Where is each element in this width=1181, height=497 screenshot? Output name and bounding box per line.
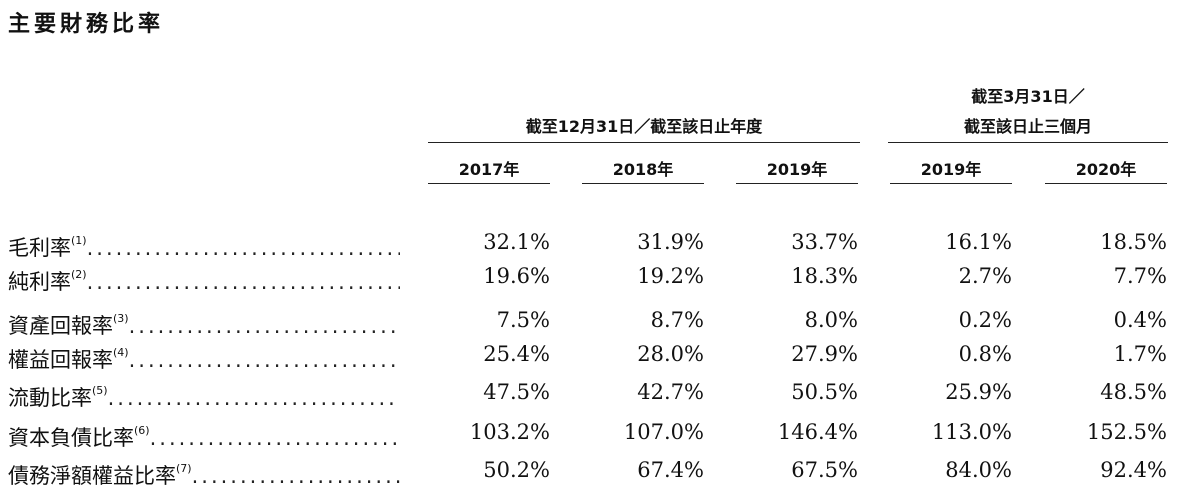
page-title: 主要財務比率 [8, 12, 165, 37]
value-cell-col1: 25.4% [483, 342, 550, 366]
row-label: 資產回報率(3)................................… [8, 310, 400, 340]
year-header-4: 2019年 [920, 160, 982, 179]
value-cell-col3: 146.4% [777, 420, 858, 444]
year-rule-4 [890, 183, 1012, 184]
year-header-5: 2020年 [1075, 160, 1137, 179]
group-header-annual: 截至12月31日／截至該日止年度 [525, 117, 763, 136]
row-label-text: 權益回報率 [8, 348, 113, 372]
year-rule-2 [582, 183, 704, 184]
table-row: 債務淨額權益比率(7).............................… [0, 458, 1181, 490]
value-cell-col4: 25.9% [945, 380, 1012, 404]
value-cell-col2: 19.2% [637, 264, 704, 288]
footnote-marker: (2) [71, 268, 87, 281]
row-label: 純利率(2)..................................… [8, 266, 400, 296]
leader-dots: ........................................… [86, 270, 400, 294]
row-label-text: 資本負債比率 [8, 426, 134, 450]
leader-dots: ........................................… [191, 464, 400, 488]
row-label-text: 流動比率 [8, 386, 92, 410]
value-cell-col2: 42.7% [637, 380, 704, 404]
leader-dots: ........................................… [128, 314, 400, 338]
value-cell-col3: 18.3% [791, 264, 858, 288]
row-label: 毛利率(1)..................................… [8, 232, 400, 262]
value-cell-col2: 8.7% [650, 308, 704, 332]
row-label: 權益回報率(4)................................… [8, 344, 400, 374]
group-rule-annual [428, 142, 860, 143]
year-header-2: 2018年 [612, 160, 674, 179]
value-cell-col2: 107.0% [623, 420, 704, 444]
table-row: 毛利率(1)..................................… [0, 230, 1181, 262]
group-rule-interim [888, 142, 1168, 143]
value-cell-col5: 92.4% [1100, 458, 1167, 482]
footnote-marker: (3) [113, 312, 129, 325]
table-row: 資產回報率(3)................................… [0, 308, 1181, 340]
year-rule-3 [736, 183, 858, 184]
footnote-marker: (4) [113, 346, 129, 359]
value-cell-col5: 48.5% [1100, 380, 1167, 404]
year-header-3: 2019年 [766, 160, 828, 179]
value-cell-col1: 7.5% [496, 308, 550, 332]
group-header-interim-line2: 截至該日止三個月 [963, 117, 1092, 136]
value-cell-col1: 50.2% [483, 458, 550, 482]
leader-dots: ........................................… [128, 348, 400, 372]
row-label: 流動比率(5).................................… [8, 382, 400, 412]
value-cell-col3: 27.9% [791, 342, 858, 366]
year-rule-1 [428, 183, 550, 184]
value-cell-col3: 67.5% [791, 458, 858, 482]
value-cell-col2: 28.0% [637, 342, 704, 366]
year-header-1: 2017年 [458, 160, 520, 179]
value-cell-col3: 33.7% [791, 230, 858, 254]
value-cell-col5: 1.7% [1113, 342, 1167, 366]
row-label-text: 純利率 [8, 270, 71, 294]
table-row: 流動比率(5).................................… [0, 380, 1181, 412]
value-cell-col4: 84.0% [945, 458, 1012, 482]
value-cell-col5: 7.7% [1113, 264, 1167, 288]
leader-dots: ........................................… [107, 386, 400, 410]
value-cell-col4: 16.1% [945, 230, 1012, 254]
leader-dots: ........................................… [86, 236, 400, 260]
group-header-interim-line1: 截至3月31日／ [971, 87, 1085, 106]
value-cell-col2: 31.9% [637, 230, 704, 254]
value-cell-col3: 8.0% [804, 308, 858, 332]
value-cell-col1: 32.1% [483, 230, 550, 254]
row-label-text: 資產回報率 [8, 314, 113, 338]
row-label-text: 毛利率 [8, 236, 71, 260]
value-cell-col2: 67.4% [637, 458, 704, 482]
footnote-marker: (5) [92, 384, 108, 397]
value-cell-col4: 2.7% [958, 264, 1012, 288]
table-row: 權益回報率(4)................................… [0, 342, 1181, 374]
table-row: 資本負債比率(6)...............................… [0, 420, 1181, 452]
value-cell-col5: 152.5% [1086, 420, 1167, 444]
value-cell-col3: 50.5% [791, 380, 858, 404]
value-cell-col4: 0.8% [958, 342, 1012, 366]
value-cell-col5: 0.4% [1113, 308, 1167, 332]
footnote-marker: (1) [71, 234, 87, 247]
value-cell-col4: 113.0% [931, 420, 1012, 444]
value-cell-col4: 0.2% [958, 308, 1012, 332]
row-label-text: 債務淨額權益比率 [8, 464, 176, 488]
leader-dots: ........................................… [149, 426, 400, 450]
footnote-marker: (6) [134, 424, 150, 437]
row-label: 債務淨額權益比率(7).............................… [8, 460, 400, 490]
row-label: 資本負債比率(6)...............................… [8, 422, 400, 452]
value-cell-col1: 47.5% [483, 380, 550, 404]
table-row: 純利率(2)..................................… [0, 264, 1181, 296]
value-cell-col1: 19.6% [483, 264, 550, 288]
footnote-marker: (7) [176, 462, 192, 475]
value-cell-col5: 18.5% [1100, 230, 1167, 254]
value-cell-col1: 103.2% [469, 420, 550, 444]
year-rule-5 [1045, 183, 1167, 184]
